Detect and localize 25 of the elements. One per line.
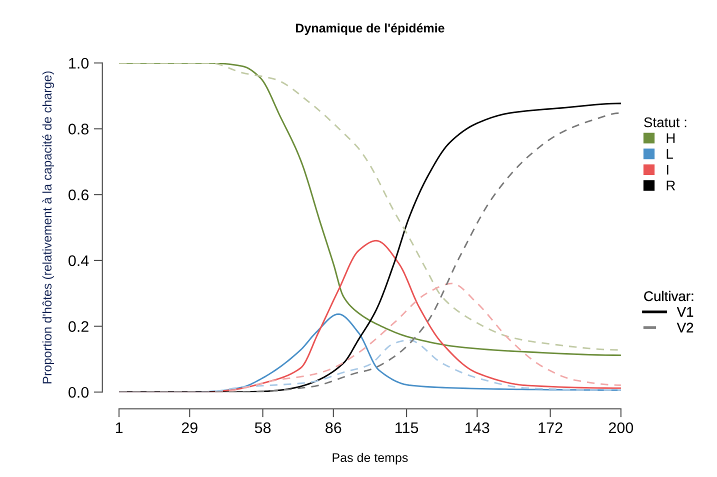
text: V2 [676,322,694,332]
y-tick-label: 0.6 [68,189,88,200]
y-tick-label: 0.0 [68,386,89,398]
x-tick-label: 115 [396,422,418,434]
x-tick-label: 1 [116,422,123,434]
legend-label: L [666,149,673,159]
y-axis-title: Proportion d'hôtes (relativement à la capacité de charge) [42,71,54,384]
y-tick-label: 0.4 [68,255,89,266]
chart-title: Dynamique de l'épidémie [296,23,444,35]
x-axis-title: Pas de temps [332,452,408,465]
x-tick-label: 86 [326,422,342,434]
x-tick-label: 172 [538,422,562,434]
y-tick-label: 0.2 [68,321,88,332]
text: V1 [676,307,694,317]
legend-label: H [666,133,675,143]
y-tick-label: 1.0 [69,58,89,69]
legend-title: Statut : [644,117,686,128]
x-tick-label: 29 [182,422,198,434]
legend-label: I [666,164,668,175]
y-tick-label: 0.8 [68,124,88,134]
x-tick-label: 200 [608,422,634,434]
legend-label: R [666,180,676,190]
x-tick-label: 58 [254,422,271,434]
x-tick-label: 143 [466,422,490,434]
text: Cultivar: [644,290,694,302]
